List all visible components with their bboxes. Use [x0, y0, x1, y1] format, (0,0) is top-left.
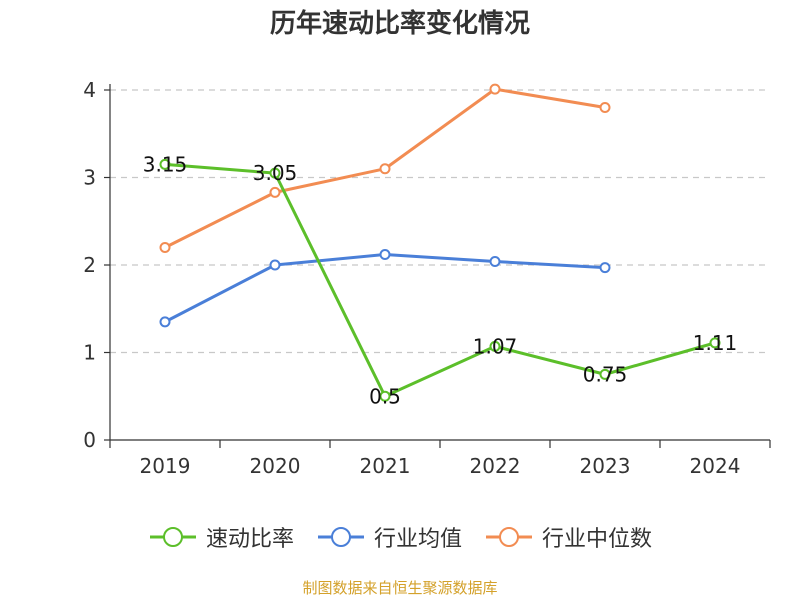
data-label: 1.11: [693, 331, 738, 355]
x-tick-label: 2019: [140, 454, 191, 478]
data-label: 0.75: [583, 362, 628, 386]
data-point: [269, 259, 281, 271]
legend: 速动比率 行业均值 行业中位数: [0, 520, 800, 554]
x-tick-label: 2020: [250, 454, 301, 478]
data-point: [489, 256, 501, 267]
data-point: [159, 242, 171, 253]
data-point: [599, 102, 611, 113]
data-label: 0.5: [369, 384, 401, 408]
x-tick-label: 2024: [690, 454, 741, 478]
legend-label-industry-mean: 行业均值: [373, 527, 462, 552]
series-line: [164, 162, 716, 398]
y-tick-label: 1: [83, 341, 96, 365]
data-point: [709, 337, 721, 349]
data-point: [489, 340, 501, 352]
data-point: [159, 158, 171, 170]
legend-item-quick-ratio[interactable]: 速动比率: [148, 521, 294, 553]
source-footer: 制图数据来自恒生聚源数据库: [302, 579, 498, 597]
data-point: [269, 186, 281, 198]
data-point: [379, 249, 391, 260]
data-label: 1.07: [473, 334, 518, 358]
data-point: [379, 163, 391, 175]
legend-marker-industry-median: [486, 527, 532, 547]
x-tick-label: 2021: [360, 454, 411, 478]
data-point: [379, 390, 391, 402]
legend-item-industry-mean[interactable]: 行业均值: [316, 521, 462, 553]
y-tick-label: 2: [83, 253, 96, 277]
data-point: [159, 316, 171, 328]
legend-marker-quick-ratio: [149, 527, 196, 547]
data-point: [599, 262, 611, 274]
y-tick-label: 4: [83, 78, 96, 102]
data-point: [599, 368, 611, 380]
legend-label-industry-median: 行业中位数: [542, 527, 653, 552]
legend-item-industry-median[interactable]: 行业中位数: [484, 521, 652, 553]
data-label: 3.05: [253, 161, 298, 185]
data-point: [489, 83, 501, 95]
legend-label-quick-ratio: 速动比率: [205, 527, 294, 552]
x-tick-label: 2022: [470, 454, 521, 478]
data-label: 3.15: [143, 152, 188, 176]
y-tick-label: 0: [83, 428, 96, 452]
y-tick-label: 3: [83, 166, 96, 190]
legend-marker-industry-mean: [317, 527, 364, 547]
chart-title: 历年速动比率变化情况: [269, 9, 530, 39]
x-tick-label: 2023: [580, 454, 631, 478]
data-point: [269, 167, 281, 179]
